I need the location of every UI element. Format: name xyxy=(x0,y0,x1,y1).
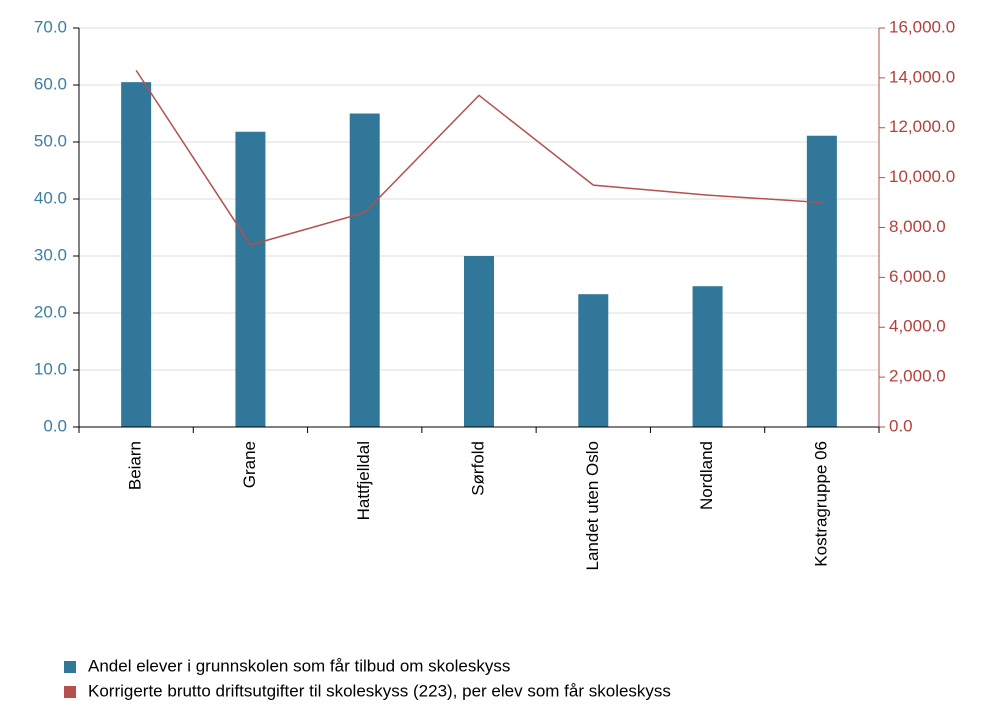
bar xyxy=(578,294,609,427)
bar xyxy=(806,135,837,428)
x-tick-label: Beiarn xyxy=(126,441,145,490)
y2-tick-label: 2,000.0 xyxy=(889,367,946,386)
x-tick-label: Sørfold xyxy=(468,441,487,496)
x-tick-label: Hattfjelldal xyxy=(354,441,373,520)
x-tick-label: Kostragruppe 06 xyxy=(811,441,830,567)
legend-swatch xyxy=(64,661,76,673)
y-tick-label: 10.0 xyxy=(34,359,67,378)
y2-tick-label: 14,000.0 xyxy=(889,67,955,86)
y2-tick-label: 12,000.0 xyxy=(889,117,955,136)
y2-tick-label: 0.0 xyxy=(889,416,913,435)
legend-label: Andel elever i grunnskolen som får tilbu… xyxy=(88,656,510,675)
bar xyxy=(349,113,380,427)
x-tick-label: Nordland xyxy=(697,441,716,510)
bar xyxy=(464,256,494,427)
bar xyxy=(121,82,152,428)
y2-tick-label: 6,000.0 xyxy=(889,267,946,286)
y2-tick-label: 16,000.0 xyxy=(889,17,955,36)
y2-tick-label: 10,000.0 xyxy=(889,167,955,186)
y2-tick-label: 4,000.0 xyxy=(889,317,946,336)
x-tick-label: Grane xyxy=(240,441,259,488)
bar xyxy=(235,131,266,428)
y2-tick-label: 8,000.0 xyxy=(889,217,946,236)
legend-label: Korrigerte brutto driftsutgifter til sko… xyxy=(88,681,671,700)
y-tick-label: 70.0 xyxy=(34,17,67,36)
y-tick-label: 40.0 xyxy=(34,188,67,207)
y-tick-label: 60.0 xyxy=(34,74,67,93)
y-tick-label: 30.0 xyxy=(34,245,67,264)
y-tick-label: 50.0 xyxy=(34,131,67,150)
x-tick-label: Landet uten Oslo xyxy=(583,441,602,570)
line xyxy=(135,69,822,246)
y-tick-label: 0.0 xyxy=(43,416,67,435)
legend-swatch xyxy=(64,686,76,698)
y-tick-label: 20.0 xyxy=(34,302,67,321)
bar xyxy=(692,286,723,427)
